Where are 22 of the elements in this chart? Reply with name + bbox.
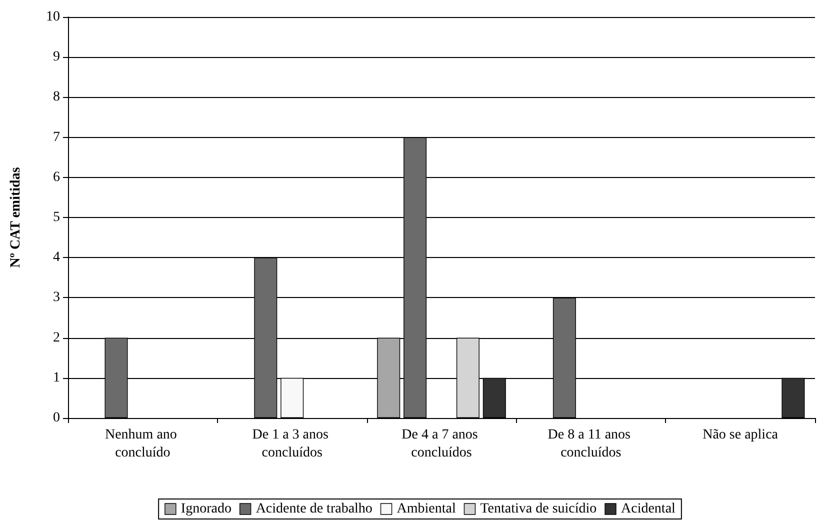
y-tick-label: 1 [53,370,60,386]
legend-label: Acidente de trabalho [256,502,372,516]
y-tick-label: 10 [46,10,60,24]
legend-label: Tentativa de suicídio [480,502,597,516]
y-tick-label: 3 [53,290,60,306]
y-tick-label: 4 [53,250,60,266]
legend-label: Ambiental [396,502,456,516]
y-tick-label: 0 [53,410,60,426]
x-tick-label: De 1 a 3 anos concluídos [252,428,332,460]
x-tick-label: Nenhum ano concluído [104,428,180,460]
y-tick-label: 6 [53,170,60,185]
x-tick-label: De 8 a 11 anos concluídos [548,428,634,460]
y-tick-label: 7 [53,130,60,145]
y-axis-title: Nº CAT emitidas [8,166,24,268]
y-tick-label: 2 [53,330,60,346]
legend-label: Ignorado [180,502,232,516]
y-tick-label: 9 [53,50,60,65]
y-tick-label: 8 [53,90,60,105]
x-tick-label: De 4 a 7 anos concluídos [402,428,482,460]
y-tick-label: 5 [53,210,60,225]
x-tick-label: Não se aplica [702,428,779,442]
legend-label: Acidental [621,502,676,516]
